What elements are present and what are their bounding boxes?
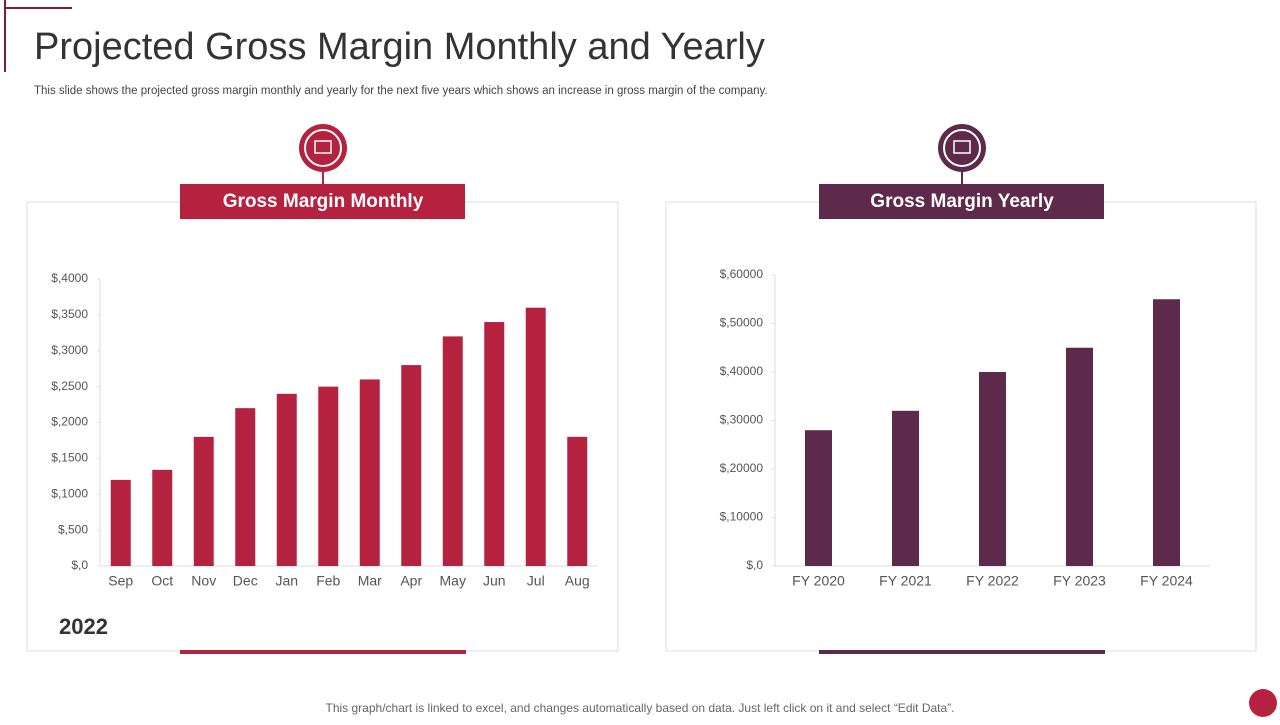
y-tick-label: $,1500 bbox=[51, 451, 88, 465]
x-tick-label: May bbox=[440, 573, 466, 589]
y-tick-label: $,3500 bbox=[51, 307, 88, 321]
bar bbox=[401, 365, 422, 566]
corner-dot bbox=[1249, 689, 1277, 717]
x-tick-label: Sep bbox=[108, 573, 133, 589]
x-tick-label: Oct bbox=[151, 573, 173, 589]
bar bbox=[805, 430, 832, 566]
x-tick-label: Jul bbox=[527, 573, 545, 589]
y-tick-label: $,2000 bbox=[51, 415, 88, 429]
x-tick-label: FY 2020 bbox=[792, 573, 845, 589]
bar bbox=[484, 322, 505, 566]
bar bbox=[193, 436, 214, 566]
x-tick-label: Nov bbox=[191, 573, 216, 589]
x-tick-label: Mar bbox=[358, 573, 382, 589]
y-tick-label: $,50000 bbox=[720, 316, 764, 330]
icon-glyph bbox=[953, 140, 971, 154]
subtitle: This slide shows the projected gross mar… bbox=[34, 85, 768, 97]
panel-underline bbox=[819, 650, 1105, 654]
panel-title: Gross Margin Monthly bbox=[223, 191, 424, 212]
footer: This graph/chart is linked to excel, and… bbox=[326, 701, 955, 715]
panel-underline bbox=[180, 650, 466, 654]
icon-badge bbox=[938, 124, 986, 172]
y-tick-label: $,0 bbox=[71, 558, 88, 572]
x-tick-label: Feb bbox=[316, 573, 340, 589]
y-tick-label: $,10000 bbox=[720, 510, 764, 524]
year-label: 2022 bbox=[59, 614, 108, 639]
panel-title: Gross Margin Yearly bbox=[870, 191, 1054, 212]
x-tick-label: Jun bbox=[483, 573, 506, 589]
bar bbox=[276, 393, 297, 566]
y-tick-label: $,500 bbox=[58, 522, 88, 536]
x-tick-label: Jan bbox=[275, 573, 298, 589]
bar bbox=[525, 307, 546, 566]
header-box bbox=[819, 184, 1104, 219]
x-tick-label: Apr bbox=[400, 573, 422, 589]
x-tick-label: FY 2024 bbox=[1140, 573, 1193, 589]
bar bbox=[110, 479, 131, 566]
y-tick-label: $,30000 bbox=[720, 413, 764, 427]
y-tick-label: $,60000 bbox=[720, 267, 764, 281]
icon-glyph bbox=[314, 140, 332, 154]
y-tick-label: $,0 bbox=[746, 558, 763, 572]
x-tick-label: FY 2023 bbox=[1053, 573, 1106, 589]
bar bbox=[1066, 347, 1093, 566]
bar bbox=[359, 379, 380, 566]
header-box bbox=[180, 184, 465, 219]
bar bbox=[235, 408, 256, 566]
y-tick-label: $,40000 bbox=[720, 364, 764, 378]
icon-badge bbox=[299, 124, 347, 172]
x-tick-label: FY 2022 bbox=[966, 573, 1019, 589]
y-tick-label: $,1000 bbox=[51, 486, 88, 500]
x-tick-label: Aug bbox=[565, 573, 590, 589]
bar bbox=[318, 386, 339, 566]
bar bbox=[442, 336, 463, 566]
x-tick-label: Dec bbox=[233, 573, 258, 589]
icon-ring bbox=[304, 129, 342, 167]
y-tick-label: $,2500 bbox=[51, 379, 88, 393]
slide-title: Projected Gross Margin Monthly and Yearl… bbox=[34, 26, 765, 68]
y-tick-label: $,4000 bbox=[51, 271, 88, 285]
y-tick-label: $,20000 bbox=[720, 461, 764, 475]
y-tick-label: $,3000 bbox=[51, 343, 88, 357]
bar bbox=[979, 372, 1006, 566]
bar bbox=[152, 469, 173, 566]
bar bbox=[892, 410, 919, 566]
bar bbox=[1153, 299, 1180, 566]
icon-ring bbox=[943, 129, 981, 167]
x-tick-label: FY 2021 bbox=[879, 573, 932, 589]
bar bbox=[567, 436, 588, 566]
